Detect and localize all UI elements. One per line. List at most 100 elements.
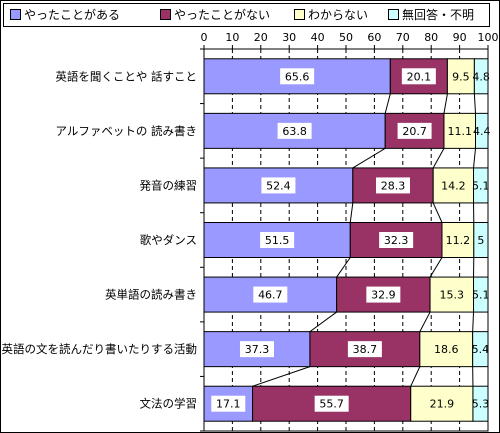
x-tick-label: 60 <box>367 31 381 44</box>
legend-item-unknown: わからない <box>294 8 368 22</box>
x-tick-label: 70 <box>396 31 410 44</box>
bar-segment <box>472 331 489 368</box>
data-label: 9.5 <box>452 70 470 83</box>
series-line <box>384 93 391 114</box>
data-label: 15.3 <box>440 289 465 302</box>
data-label: 20.1 <box>407 70 432 83</box>
series-line <box>472 312 475 332</box>
data-label: 11.2 <box>446 234 471 247</box>
data-label: 20.7 <box>402 125 427 138</box>
x-tick-label: 20 <box>254 31 268 44</box>
data-label-bg <box>260 232 295 248</box>
data-label: 17.1 <box>216 398 241 411</box>
data-label: 32.3 <box>384 234 409 247</box>
data-label-bg <box>253 286 288 303</box>
series-line <box>309 311 337 333</box>
category-label: 英語を聞くことや 話すこと <box>55 69 197 83</box>
series-line <box>410 366 421 387</box>
bar-segment <box>472 385 489 422</box>
data-label-bg <box>261 177 296 194</box>
bar-segment <box>473 58 489 95</box>
data-label-bg <box>239 341 274 358</box>
bar-segment <box>432 167 475 204</box>
bar-segment <box>419 331 474 368</box>
legend-label-not-done: やったことがない <box>174 8 271 22</box>
category-label: 英単語の読み書き <box>105 288 197 302</box>
data-label: 38.7 <box>353 343 378 356</box>
series-line <box>473 93 477 114</box>
x-tick-label: 80 <box>424 31 438 44</box>
series-line <box>352 147 386 169</box>
data-label: 11.1 <box>447 125 472 138</box>
x-tick-label: 90 <box>453 31 467 44</box>
data-label: 63.8 <box>282 125 307 138</box>
data-label: 52.4 <box>266 179 291 192</box>
category-label: アルファベットの 読み書き <box>55 124 197 138</box>
bar-segment <box>410 385 474 422</box>
data-label-bg <box>379 232 414 248</box>
category-label: 歌やダンス <box>140 233 197 247</box>
series-line <box>336 257 351 278</box>
data-label-bg <box>376 177 411 194</box>
x-tick-label: 50 <box>339 31 353 44</box>
data-label-bg <box>366 286 401 303</box>
data-label: 5.3 <box>472 398 490 411</box>
data-label: 5.1 <box>472 289 490 302</box>
category-label: 発音の練習 <box>140 178 198 192</box>
series-line <box>429 257 443 278</box>
data-label-bg <box>280 68 315 85</box>
bar-segment <box>446 58 475 95</box>
legend-label-no-answer: 無回答・不明 <box>402 8 475 22</box>
x-tick-label: 40 <box>311 31 325 44</box>
legend-swatch-no-answer <box>388 9 399 20</box>
x-tick-label: 10 <box>225 31 239 44</box>
data-label: 28.3 <box>381 179 406 192</box>
data-label-bg <box>347 341 382 358</box>
legend-swatch-not-done <box>160 9 171 20</box>
data-label-bg <box>401 68 436 85</box>
data-label: 37.3 <box>245 343 270 356</box>
data-label: 46.7 <box>258 289 283 302</box>
data-label: 65.6 <box>285 70 310 83</box>
data-label: 5.1 <box>472 179 490 192</box>
data-label: 51.5 <box>265 234 290 247</box>
legend-swatch-done <box>10 9 21 20</box>
data-label: 32.9 <box>371 289 396 302</box>
data-label: 55.7 <box>319 398 344 411</box>
bar-segment <box>441 222 475 258</box>
bar-segment <box>473 276 489 313</box>
series-line <box>419 311 431 332</box>
legend: やったことがある やったことがない わからない 無回答・不明 <box>3 3 490 27</box>
series-line <box>349 202 354 223</box>
bar-segment <box>473 167 489 204</box>
data-label-bg <box>211 395 246 412</box>
data-label: 5 <box>477 234 484 247</box>
data-label: 5.4 <box>472 343 490 356</box>
legend-item-done: やったことがある <box>10 8 120 22</box>
data-label: 4.8 <box>472 70 490 83</box>
x-tick-label: 0 <box>201 31 208 44</box>
series-line <box>473 148 477 168</box>
data-label-bg <box>397 122 432 139</box>
x-tick-label: 30 <box>282 31 296 44</box>
bar-segment <box>443 112 477 149</box>
series-line <box>252 366 311 387</box>
category-label: 文法の学習 <box>140 397 198 411</box>
legend-swatch-unknown <box>294 9 305 20</box>
data-label-bg <box>314 395 349 412</box>
data-label: 4.4 <box>473 125 491 138</box>
series-line <box>432 148 445 169</box>
data-label-bg <box>277 122 312 139</box>
legend-item-not-done: やったことがない <box>160 8 270 22</box>
data-label: 14.2 <box>441 179 466 192</box>
x-tick-label: 100 <box>478 31 499 44</box>
legend-item-no-answer: 無回答・不明 <box>388 8 474 22</box>
bar-segment <box>475 112 489 149</box>
series-line <box>443 93 448 114</box>
legend-label-done: やったことがある <box>24 8 121 22</box>
bar-segment <box>473 222 489 258</box>
series-line <box>432 202 443 223</box>
data-label: 21.9 <box>430 398 455 411</box>
category-label: 英語の文を読んだり書いたりする活動 <box>2 342 198 356</box>
